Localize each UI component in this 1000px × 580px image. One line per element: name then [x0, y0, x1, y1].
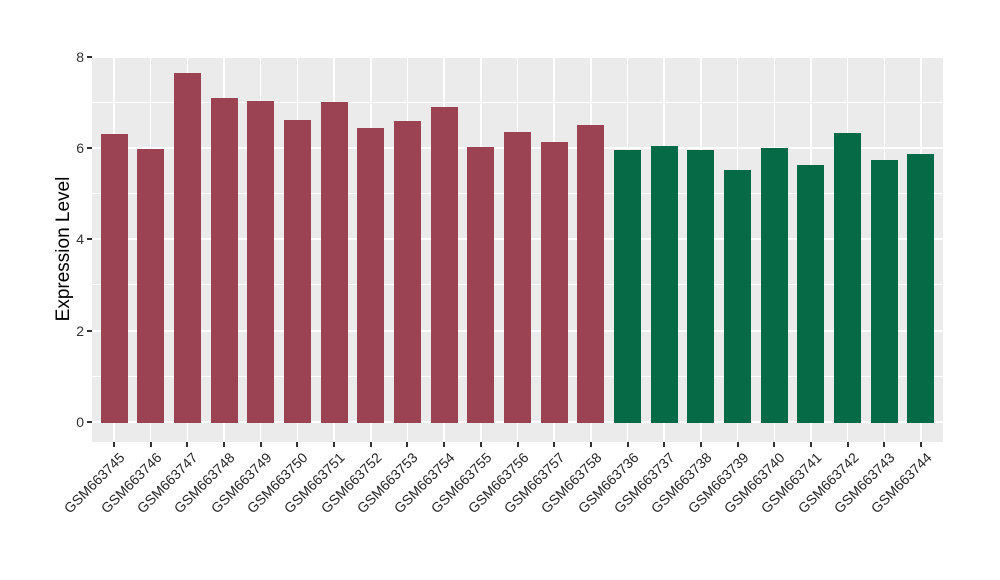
x-tick-mark: [479, 442, 482, 447]
y-tick-mark: [87, 329, 92, 332]
bar-GSM663739: [724, 170, 752, 423]
x-tick-mark: [626, 442, 629, 447]
x-tick-mark: [223, 442, 226, 447]
x-tick-mark: [809, 442, 812, 447]
bar-GSM663741: [797, 164, 825, 423]
x-tick-mark: [883, 442, 886, 447]
bar-GSM663750: [283, 120, 311, 423]
y-tick-label: 8: [76, 48, 84, 65]
bar-GSM663749: [247, 100, 275, 423]
y-axis-title: Expression Level: [53, 176, 74, 322]
y-tick-mark: [87, 55, 92, 58]
bar-GSM663756: [504, 131, 531, 423]
bar-GSM663747: [173, 73, 201, 423]
x-tick-mark: [406, 442, 409, 447]
x-tick-mark: [516, 442, 519, 447]
bar-GSM663745: [100, 133, 128, 423]
x-tick-mark: [846, 442, 849, 447]
x-tick-mark: [186, 442, 189, 447]
bar-GSM663740: [760, 147, 788, 423]
bar-GSM663752: [357, 128, 385, 423]
bar-GSM663742: [834, 132, 862, 423]
bar-GSM663757: [540, 141, 568, 423]
y-tick-label: 0: [76, 413, 84, 430]
bar-GSM663736: [614, 150, 642, 423]
x-tick-mark: [919, 442, 922, 447]
bar-GSM663753: [393, 120, 421, 423]
bar-GSM663746: [137, 149, 165, 423]
x-tick-mark: [259, 442, 262, 447]
y-tick-mark: [87, 147, 92, 150]
x-tick-mark: [333, 442, 336, 447]
y-tick-mark: [87, 238, 92, 241]
x-tick-mark: [773, 442, 776, 447]
x-tick-mark: [736, 442, 739, 447]
x-tick-mark: [699, 442, 702, 447]
bar-GSM663738: [687, 150, 715, 423]
plot-panel: [92, 56, 943, 442]
x-tick-mark: [149, 442, 152, 447]
bar-GSM663744: [907, 154, 935, 423]
x-tick-mark: [369, 442, 372, 447]
x-tick-mark: [296, 442, 299, 447]
x-tick-mark: [663, 442, 666, 447]
x-tick-mark: [443, 442, 446, 447]
y-tick-label: 6: [76, 140, 84, 157]
bar-GSM663748: [210, 97, 238, 423]
x-tick-mark: [553, 442, 556, 447]
bar-GSM663758: [577, 124, 605, 423]
bar-GSM663743: [870, 159, 898, 423]
x-tick-mark: [589, 442, 592, 447]
bar-GSM663737: [650, 145, 678, 423]
y-tick-mark: [87, 420, 92, 423]
y-tick-label: 2: [76, 322, 84, 339]
bar-GSM663755: [467, 146, 495, 423]
bar-GSM663751: [320, 101, 348, 423]
x-tick-mark: [113, 442, 115, 447]
bar-GSM663754: [430, 107, 458, 423]
y-tick-label: 4: [76, 231, 84, 248]
